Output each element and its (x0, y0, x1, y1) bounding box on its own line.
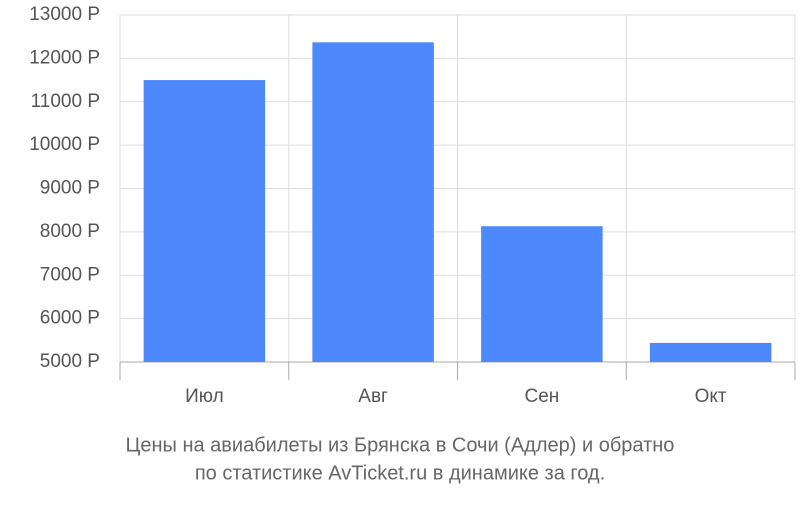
bar (649, 342, 772, 362)
y-tick-label: 12000 Р (29, 47, 100, 68)
y-tick-label: 13000 Р (29, 4, 100, 25)
y-tick-label: 7000 Р (40, 264, 100, 285)
y-tick-label: 11000 Р (31, 91, 100, 112)
y-tick-label: 9000 Р (40, 178, 100, 199)
chart-title: по статистике AvTicket.ru в динамике за … (195, 462, 605, 484)
x-tick-label: Июл (185, 386, 224, 407)
y-tick-label: 5000 Р (40, 351, 100, 372)
x-tick-label: Авг (358, 386, 388, 407)
bar (143, 80, 266, 362)
x-tick-label: Сен (524, 386, 559, 407)
y-tick-label: 8000 Р (40, 221, 100, 242)
chart-title: Цены на авиабилеты из Брянска в Сочи (Ад… (126, 434, 675, 456)
bar (312, 42, 434, 363)
y-tick-label: 6000 Р (40, 308, 100, 329)
x-tick-label: Окт (695, 386, 727, 407)
bar (481, 226, 603, 362)
y-tick-label: 10000 Р (29, 134, 100, 155)
